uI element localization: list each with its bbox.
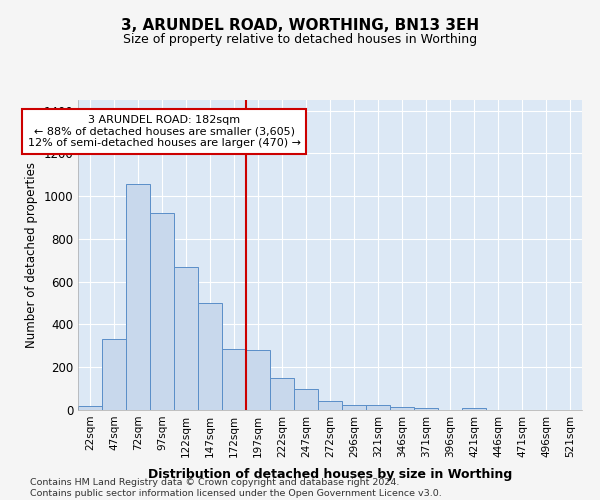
Bar <box>318 402 342 410</box>
Bar <box>390 407 414 410</box>
Bar <box>174 267 198 410</box>
Bar <box>150 214 174 410</box>
Bar <box>198 303 222 410</box>
Bar <box>462 408 486 410</box>
Bar <box>414 408 438 410</box>
Text: Size of property relative to detached houses in Worthing: Size of property relative to detached ho… <box>123 32 477 46</box>
Bar <box>102 340 126 410</box>
Text: 3 ARUNDEL ROAD: 182sqm
← 88% of detached houses are smaller (3,605)
12% of semi-: 3 ARUNDEL ROAD: 182sqm ← 88% of detached… <box>28 115 301 148</box>
Bar <box>78 406 102 410</box>
Bar <box>222 349 246 410</box>
Text: 3, ARUNDEL ROAD, WORTHING, BN13 3EH: 3, ARUNDEL ROAD, WORTHING, BN13 3EH <box>121 18 479 32</box>
Text: Contains HM Land Registry data © Crown copyright and database right 2024.
Contai: Contains HM Land Registry data © Crown c… <box>30 478 442 498</box>
Bar <box>126 184 150 410</box>
Bar <box>246 350 270 410</box>
Bar <box>294 388 318 410</box>
Bar <box>366 406 390 410</box>
Y-axis label: Number of detached properties: Number of detached properties <box>25 162 38 348</box>
Bar <box>270 378 294 410</box>
X-axis label: Distribution of detached houses by size in Worthing: Distribution of detached houses by size … <box>148 468 512 481</box>
Bar <box>342 406 366 410</box>
